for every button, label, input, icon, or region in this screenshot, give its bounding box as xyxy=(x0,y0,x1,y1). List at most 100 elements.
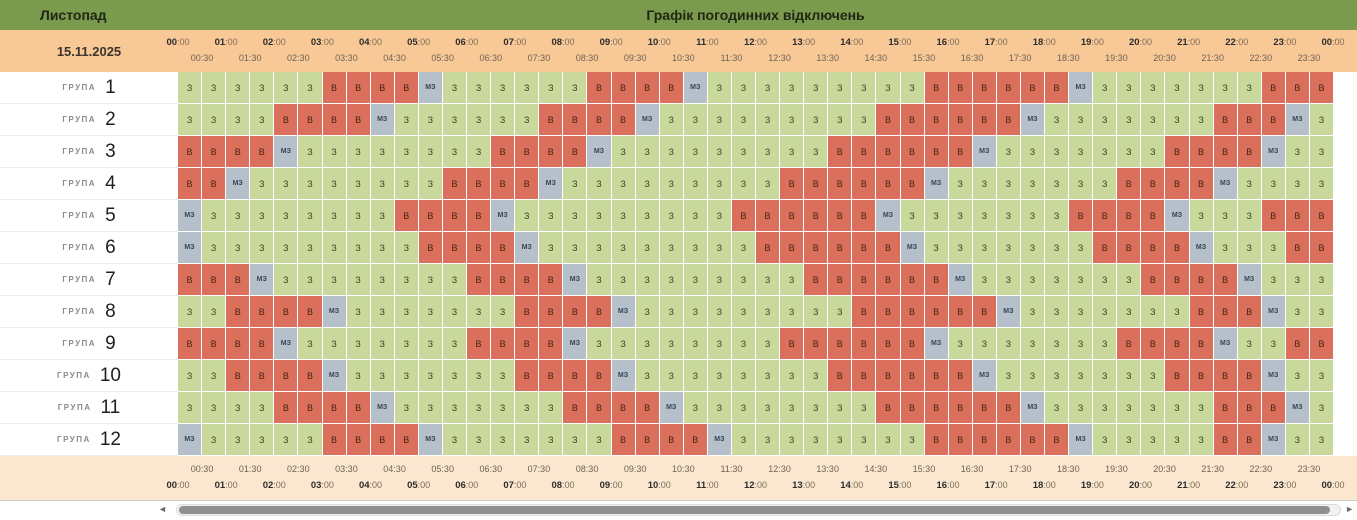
schedule-cell: З xyxy=(226,200,250,231)
schedule-cell: З xyxy=(1141,136,1165,167)
schedule-cell: В xyxy=(852,232,876,263)
schedule-cell: З xyxy=(226,392,250,423)
schedule-cell: З xyxy=(394,296,418,327)
schedule-cell: В xyxy=(1285,232,1309,263)
hour-label: 23:00 xyxy=(1273,37,1297,48)
schedule-cell: МЗ xyxy=(1261,424,1285,455)
schedule-cell: З xyxy=(298,264,322,295)
half-hour-label: 22:30 xyxy=(1249,53,1273,63)
hour-label: 14:00 xyxy=(840,37,864,48)
schedule-cell: В xyxy=(298,104,322,135)
schedule-cell: В xyxy=(1117,200,1141,231)
half-hour-label: 21:30 xyxy=(1201,53,1224,63)
group-number: 3 xyxy=(105,140,116,162)
schedule-cell: З xyxy=(1261,328,1285,359)
schedule-cell: В xyxy=(1309,200,1333,231)
schedule-cell: В xyxy=(1189,360,1213,391)
schedule-cell: З xyxy=(1189,424,1213,455)
schedule-cell: В xyxy=(780,168,804,199)
hour-label: 02:00 xyxy=(262,37,286,48)
schedule-cell: В xyxy=(1165,328,1189,359)
scroll-left-icon[interactable]: ◄ xyxy=(158,504,167,514)
schedule-cell: В xyxy=(539,296,563,327)
schedule-cell: В xyxy=(250,328,274,359)
schedule-cell: З xyxy=(828,72,852,103)
schedule-cell: З xyxy=(683,200,707,231)
schedule-cell: З xyxy=(1165,424,1189,455)
half-hour-label: 02:30 xyxy=(287,53,310,63)
schedule-cell: З xyxy=(1309,168,1333,199)
schedule-cell: З xyxy=(996,264,1020,295)
scroll-right-icon[interactable]: ► xyxy=(1345,504,1354,514)
half-hour-label: 18:30 xyxy=(1057,464,1080,474)
schedule-cell: З xyxy=(756,424,780,455)
group-word: ГРУПА xyxy=(57,403,92,412)
schedule-cell: З xyxy=(731,424,755,455)
schedule-cell: МЗ xyxy=(1213,168,1237,199)
schedule-cell: В xyxy=(731,200,755,231)
schedule-cell: З xyxy=(707,360,731,391)
hour-label: 01:00 xyxy=(214,480,238,491)
schedule-cell: В xyxy=(948,72,972,103)
half-hour-label: 00:30 xyxy=(190,53,214,63)
schedule-cell: З xyxy=(659,328,683,359)
schedule-cell: В xyxy=(948,136,972,167)
schedule-cell: З xyxy=(226,424,250,455)
schedule-cell: В xyxy=(467,264,491,295)
schedule-cell: В xyxy=(346,104,370,135)
scrollbar-track[interactable] xyxy=(176,504,1341,516)
schedule-cell: З xyxy=(274,232,298,263)
group-number: 6 xyxy=(105,236,116,258)
schedule-cell: З xyxy=(1069,232,1093,263)
schedule-cell: З xyxy=(346,232,370,263)
schedule-cell: З xyxy=(1189,392,1213,423)
schedule-cell: В xyxy=(828,136,852,167)
schedule-cell: З xyxy=(1309,264,1333,295)
schedule-cell: В xyxy=(683,424,707,455)
schedule-cell: З xyxy=(1285,168,1309,199)
hour-label: 20:00 xyxy=(1128,37,1153,48)
schedule-cell: МЗ xyxy=(876,200,900,231)
schedule-cell: З xyxy=(1141,104,1165,135)
schedule-cell: З xyxy=(659,232,683,263)
schedule-cell: В xyxy=(250,296,274,327)
schedule-cell: З xyxy=(683,136,707,167)
schedule-cell: З xyxy=(1093,104,1117,135)
schedule-cell: В xyxy=(1309,328,1333,359)
group-word: ГРУПА xyxy=(62,275,97,284)
hour-label: 04:00 xyxy=(358,37,383,48)
schedule-cell: З xyxy=(515,424,539,455)
schedule-cell: МЗ xyxy=(563,328,587,359)
schedule-cell: МЗ xyxy=(563,264,587,295)
group-cells: В В В В МЗ З З З З З З З В В В В МЗ З З З З З З З З В В В В В В МЗ З З З З З… xyxy=(178,328,1333,360)
schedule-cell: З xyxy=(418,296,442,327)
schedule-cell: В xyxy=(1141,168,1165,199)
hour-label: 23:00 xyxy=(1273,480,1297,491)
schedule-cell: В xyxy=(1237,392,1261,423)
half-hour-label: 12:30 xyxy=(768,53,791,63)
hour-label: 17:00 xyxy=(984,37,1008,48)
group-row: ГРУПА 12 МЗ З З З З З В В В В МЗ З З З З З З З В В В В МЗ З З З З З З З… xyxy=(0,424,1357,456)
schedule-cell: В xyxy=(876,136,900,167)
group-word: ГРУПА xyxy=(62,115,97,124)
schedule-cell: З xyxy=(226,104,250,135)
hour-label: 07:00 xyxy=(503,37,527,48)
half-hour-label: 19:30 xyxy=(1105,464,1128,474)
half-hour-label: 04:30 xyxy=(383,53,406,63)
half-hour-label: 17:30 xyxy=(1008,53,1032,63)
group-cells: З З З З В В В В МЗ З З З З З З З В В В В МЗ З З З З З З З З В В В В В В МЗ З… xyxy=(178,392,1333,424)
schedule-cell: З xyxy=(442,392,466,423)
schedule-cell: З xyxy=(635,360,659,391)
schedule-cell: В xyxy=(756,232,780,263)
schedule-cell: З xyxy=(491,296,515,327)
horizontal-scrollbar[interactable]: ◄ ► xyxy=(0,500,1357,520)
schedule-cell: В xyxy=(202,168,226,199)
schedule-cell: МЗ xyxy=(1261,136,1285,167)
schedule-cell: З xyxy=(1309,392,1333,423)
schedule-cell: З xyxy=(1309,296,1333,327)
schedule-cell: З xyxy=(635,200,659,231)
schedule-cell: В xyxy=(972,296,996,327)
schedule-cell: З xyxy=(731,168,755,199)
schedule-cell: З xyxy=(539,232,563,263)
scrollbar-thumb[interactable] xyxy=(179,506,1331,514)
